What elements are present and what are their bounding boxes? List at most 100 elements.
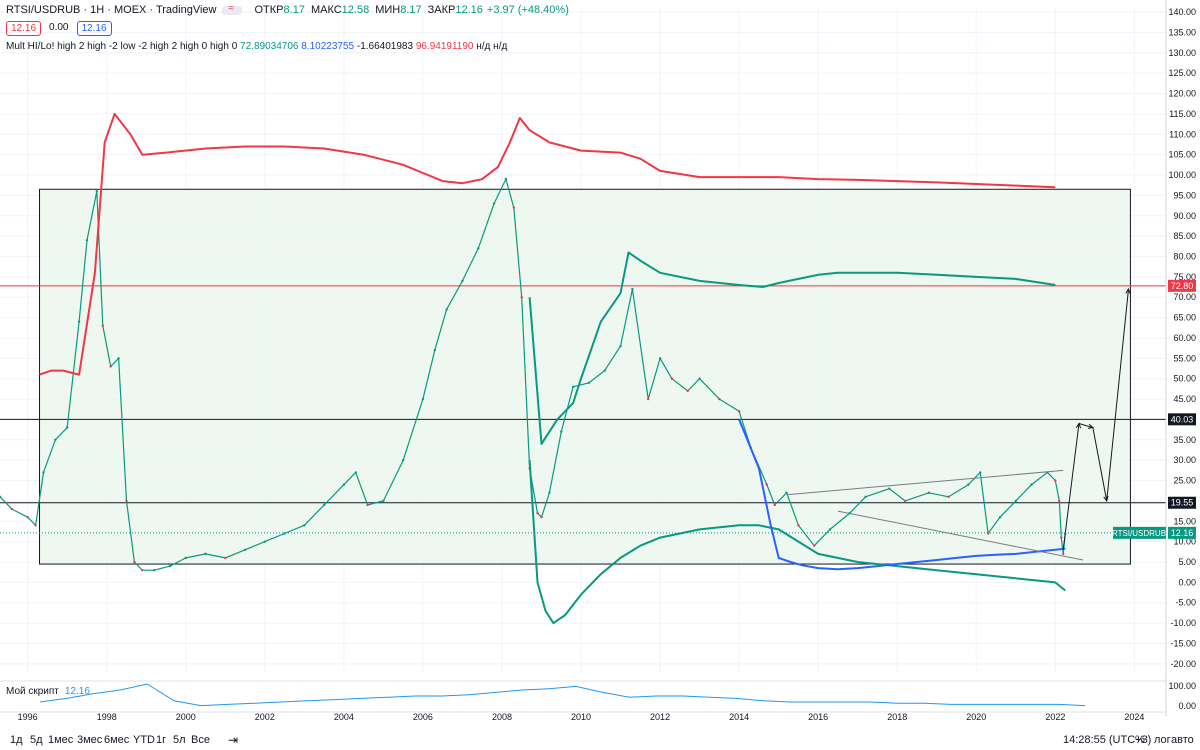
- close-label: ЗАКР: [427, 4, 456, 16]
- price-point: [421, 397, 425, 401]
- range-1d[interactable]: 1д: [10, 734, 23, 746]
- price-point: [698, 377, 701, 380]
- log-toggle[interactable]: лог: [1154, 734, 1171, 746]
- range-6m[interactable]: 6мес: [104, 734, 130, 746]
- price-point: [1062, 552, 1065, 556]
- price-point: [224, 556, 227, 560]
- low-label: МИН: [375, 4, 401, 16]
- y-tick-label: 75.00: [1173, 272, 1196, 282]
- range-5d[interactable]: 5д: [30, 734, 43, 746]
- price-point: [77, 320, 81, 323]
- x-tick-label: 2008: [492, 712, 512, 722]
- y-tick-label: -5.00: [1175, 598, 1196, 608]
- arrow-head: [1075, 422, 1082, 429]
- price-point: [512, 206, 516, 209]
- price-point: [603, 369, 606, 372]
- indicator-legend[interactable]: Mult HI/Lo! high 2 high -2 low -2 high 2…: [6, 41, 507, 52]
- price-point: [647, 397, 650, 401]
- range-1m[interactable]: 1мес: [48, 734, 74, 746]
- series-lower_blue: [738, 419, 1066, 571]
- clock[interactable]: 14:28:55 (UTC+3): [1063, 734, 1152, 746]
- range-all[interactable]: Все: [191, 734, 210, 746]
- price-point: [1060, 536, 1063, 539]
- y-tick-label: 80.00: [1173, 251, 1196, 261]
- level-badge-mid-bg: [1168, 413, 1196, 426]
- price-point: [54, 438, 57, 442]
- price-point: [141, 568, 144, 572]
- y-tick-label: 10.00: [1173, 537, 1196, 547]
- x-tick-label: 2002: [255, 712, 275, 722]
- price-point: [101, 324, 104, 327]
- symbol-title[interactable]: RTSI/USDRUB · 1H · MOEX · TradingView: [6, 4, 217, 16]
- date-range-icon[interactable]: ⇥: [228, 733, 239, 747]
- last-price-badge: 12.16: [1171, 528, 1194, 538]
- range-5y[interactable]: 5л: [173, 734, 186, 746]
- series-price: [0, 178, 1066, 571]
- price-point: [619, 344, 622, 348]
- buy-button[interactable]: 12.16: [76, 21, 112, 36]
- indicator-value-6: н/д: [493, 41, 508, 52]
- arrow-head: [1125, 287, 1131, 294]
- chart-header: RTSI/USDRUB · 1H · MOEX · TradingView ОТ…: [6, 3, 569, 17]
- price-point: [765, 483, 768, 486]
- sell-button[interactable]: 12.16: [6, 21, 42, 36]
- sub-indicator-name: Мой скрипт: [6, 686, 59, 697]
- y-tick-label: 110.00: [1169, 129, 1196, 139]
- open-label: ОТКР: [254, 4, 284, 16]
- y-tick-label: 100.00: [1168, 170, 1196, 180]
- sub-y-tick-label: 100.00: [1168, 681, 1196, 691]
- bar-style-icon[interactable]: [222, 3, 243, 15]
- x-tick-label: 2006: [413, 712, 433, 722]
- range-1y[interactable]: 1г: [156, 734, 167, 746]
- y-tick-label: 140.00: [1168, 7, 1196, 17]
- sub-indicator-value: 12.16: [64, 686, 90, 697]
- price-point: [342, 483, 346, 486]
- price-point: [10, 507, 14, 511]
- y-tick-label: 85.00: [1173, 231, 1196, 241]
- price-point: [504, 177, 508, 181]
- price-point: [670, 377, 674, 380]
- x-tick-label: 1996: [18, 712, 38, 722]
- x-tick-label: 2022: [1045, 712, 1065, 722]
- x-tick-label: 2014: [729, 712, 749, 722]
- range-3m[interactable]: 3мес: [77, 734, 103, 746]
- x-tick-label: 2004: [334, 712, 354, 722]
- symbol-tag: RTSI/USDRUB: [1112, 529, 1166, 538]
- indicator-value-4: 96.94191190: [415, 41, 474, 52]
- sub-indicator-legend[interactable]: Мой скрипт 12.16: [6, 686, 90, 697]
- change-value: +3.97 (+48.40%): [486, 4, 569, 16]
- y-tick-label: 120.00: [1168, 89, 1196, 99]
- close-value: 12.16: [455, 4, 483, 16]
- range-ytd[interactable]: YTD: [133, 734, 155, 746]
- sub-indicator-line: [39, 683, 1086, 707]
- percent-toggle[interactable]: %: [1135, 734, 1145, 746]
- x-tick-label: 2000: [176, 712, 196, 722]
- y-tick-label: 15.00: [1173, 516, 1196, 526]
- price-point: [366, 503, 369, 507]
- order-buttons: 12.16 0.00 12.16: [6, 21, 112, 36]
- y-tick-label: 135.00: [1168, 27, 1196, 37]
- high-label: МАКС: [310, 4, 342, 16]
- price-axis-bg: [1166, 0, 1200, 730]
- y-tick-label: 5.00: [1178, 557, 1196, 567]
- x-tick-label: 2020: [966, 712, 986, 722]
- indicator-value-2: 8.10223755: [301, 41, 355, 52]
- level-badge-mid: 40.03: [1171, 414, 1194, 424]
- y-tick-label: 115.00: [1169, 109, 1196, 119]
- indicator-value-5: н/д: [476, 41, 491, 52]
- y-tick-label: 70.00: [1173, 292, 1196, 302]
- price-point: [1030, 483, 1033, 486]
- auto-toggle[interactable]: авто: [1171, 734, 1194, 746]
- low-value: 8.17: [400, 4, 422, 16]
- price-point: [133, 560, 136, 564]
- rectangle-drawing[interactable]: [39, 188, 1131, 565]
- price-point: [520, 296, 523, 299]
- y-tick-label: 30.00: [1173, 455, 1196, 465]
- price-point: [354, 471, 357, 474]
- price-point: [26, 516, 29, 519]
- price-point: [34, 524, 37, 527]
- price-point: [492, 202, 496, 205]
- price-point: [322, 503, 326, 507]
- price-point: [263, 540, 267, 543]
